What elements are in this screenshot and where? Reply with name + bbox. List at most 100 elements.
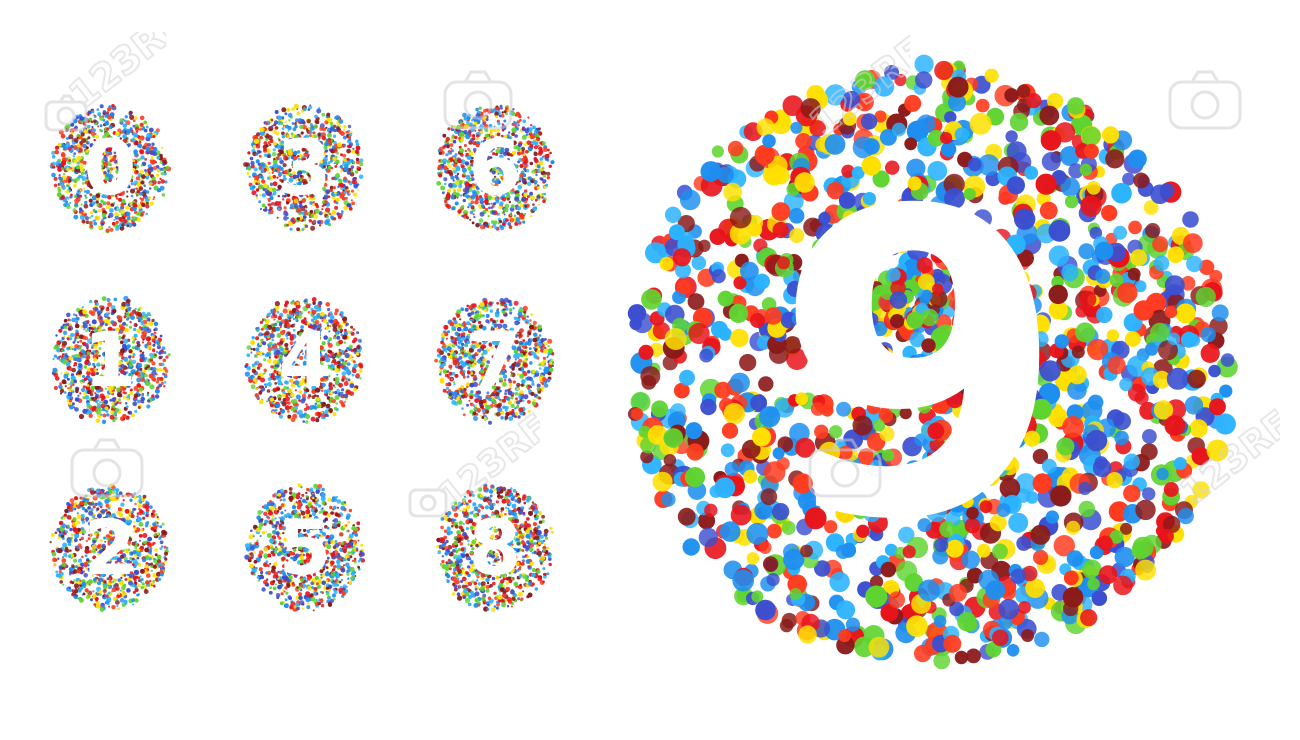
confetti-dot xyxy=(265,122,268,126)
confetti-dot xyxy=(534,198,538,202)
confetti-dot xyxy=(162,163,165,166)
confetti-dot xyxy=(151,335,155,339)
confetti-dot xyxy=(109,208,114,213)
confetti-dot xyxy=(522,339,526,342)
confetti-dot xyxy=(62,330,68,335)
confetti-dot xyxy=(134,307,137,310)
confetti-dot xyxy=(529,361,533,365)
confetti-dot xyxy=(343,158,347,163)
confetti-dot xyxy=(85,149,89,153)
confetti-dot xyxy=(352,328,356,331)
confetti-dot xyxy=(532,172,535,175)
confetti-dot xyxy=(485,118,489,122)
confetti-dot xyxy=(139,149,145,155)
confetti-dot xyxy=(311,297,317,302)
confetti-dot xyxy=(69,385,73,388)
confetti-dot xyxy=(139,169,144,174)
confetti-dot xyxy=(341,388,345,392)
confetti-dot xyxy=(70,144,74,149)
confetti-dot xyxy=(454,180,460,186)
confetti-dot xyxy=(355,157,360,162)
confetti-dot xyxy=(276,310,280,314)
confetti-dot xyxy=(164,180,168,184)
confetti-dot xyxy=(100,307,104,311)
confetti-dot xyxy=(94,215,100,221)
confetti-dot xyxy=(272,359,278,365)
confetti-dot xyxy=(296,411,300,415)
confetti-dot xyxy=(331,145,335,149)
confetti-dot xyxy=(275,412,278,414)
confetti-dot xyxy=(445,170,448,173)
confetti-dot xyxy=(451,163,454,166)
confetti-dot xyxy=(136,217,141,222)
confetti-dot xyxy=(263,368,268,373)
confetti-dot xyxy=(445,140,448,143)
confetti-dot xyxy=(109,159,113,163)
confetti-dot xyxy=(536,184,540,187)
confetti-dot xyxy=(53,176,58,181)
confetti-dot xyxy=(251,368,255,372)
confetti-dot xyxy=(543,383,549,388)
confetti-dot xyxy=(250,351,253,354)
confetti-dot xyxy=(454,201,459,206)
confetti-dot xyxy=(57,186,60,189)
confetti-dot xyxy=(258,154,262,158)
confetti-dot xyxy=(272,324,275,327)
confetti-dot xyxy=(75,387,79,391)
confetti-dot xyxy=(462,198,466,203)
confetti-dot xyxy=(107,147,112,153)
confetti-dot xyxy=(137,316,143,322)
confetti-dot xyxy=(53,372,59,378)
confetti-dot xyxy=(537,324,542,330)
confetti-dot xyxy=(461,214,464,218)
confetti-dot xyxy=(326,112,331,117)
confetti-dot xyxy=(522,119,526,123)
confetti-dot xyxy=(153,196,156,199)
confetti-dot xyxy=(547,345,550,348)
confetti-dot xyxy=(156,169,161,173)
confetti-dot xyxy=(86,168,89,171)
confetti-dot xyxy=(318,224,322,227)
confetti-dot xyxy=(118,170,123,175)
confetti-dot xyxy=(495,115,498,119)
confetti-dot xyxy=(99,128,102,132)
confetti-dot xyxy=(338,130,343,135)
confetti-dot xyxy=(93,181,97,186)
confetti-dot xyxy=(548,348,554,354)
confetti-dot xyxy=(79,339,83,343)
confetti-dot xyxy=(153,375,156,378)
confetti-dot xyxy=(60,167,64,171)
confetti-dot xyxy=(546,171,551,176)
confetti-dot xyxy=(336,373,339,376)
confetti-dot xyxy=(334,165,338,168)
confetti-dot xyxy=(452,125,457,129)
confetti-dot xyxy=(521,197,526,202)
confetti-dot xyxy=(345,324,348,327)
confetti-dot xyxy=(350,199,353,202)
confetti-dot xyxy=(106,298,111,302)
confetti-dot xyxy=(120,205,125,210)
confetti-dot xyxy=(95,142,101,148)
confetti-dot xyxy=(343,144,347,147)
confetti-dot xyxy=(99,104,104,109)
confetti-dot xyxy=(61,186,66,190)
confetti-dot xyxy=(143,120,147,125)
confetti-dot xyxy=(53,386,58,390)
confetti-dot xyxy=(114,212,119,217)
confetti-dot xyxy=(339,365,344,369)
confetti-dot xyxy=(302,420,306,423)
confetti-dot xyxy=(56,340,61,346)
confetti-dot xyxy=(101,219,104,222)
confetti-dot xyxy=(269,397,275,402)
confetti-dot xyxy=(263,183,268,189)
confetti-dot xyxy=(109,163,112,167)
confetti-dot xyxy=(137,204,143,209)
confetti-dot xyxy=(74,397,80,402)
confetti-dot xyxy=(550,160,555,165)
confetti-dot xyxy=(248,175,251,178)
confetti-dot xyxy=(530,386,533,389)
confetti-dot xyxy=(494,107,498,111)
confetti-dot xyxy=(461,204,465,209)
confetti-dot xyxy=(343,125,347,129)
confetti-dot xyxy=(538,131,543,136)
